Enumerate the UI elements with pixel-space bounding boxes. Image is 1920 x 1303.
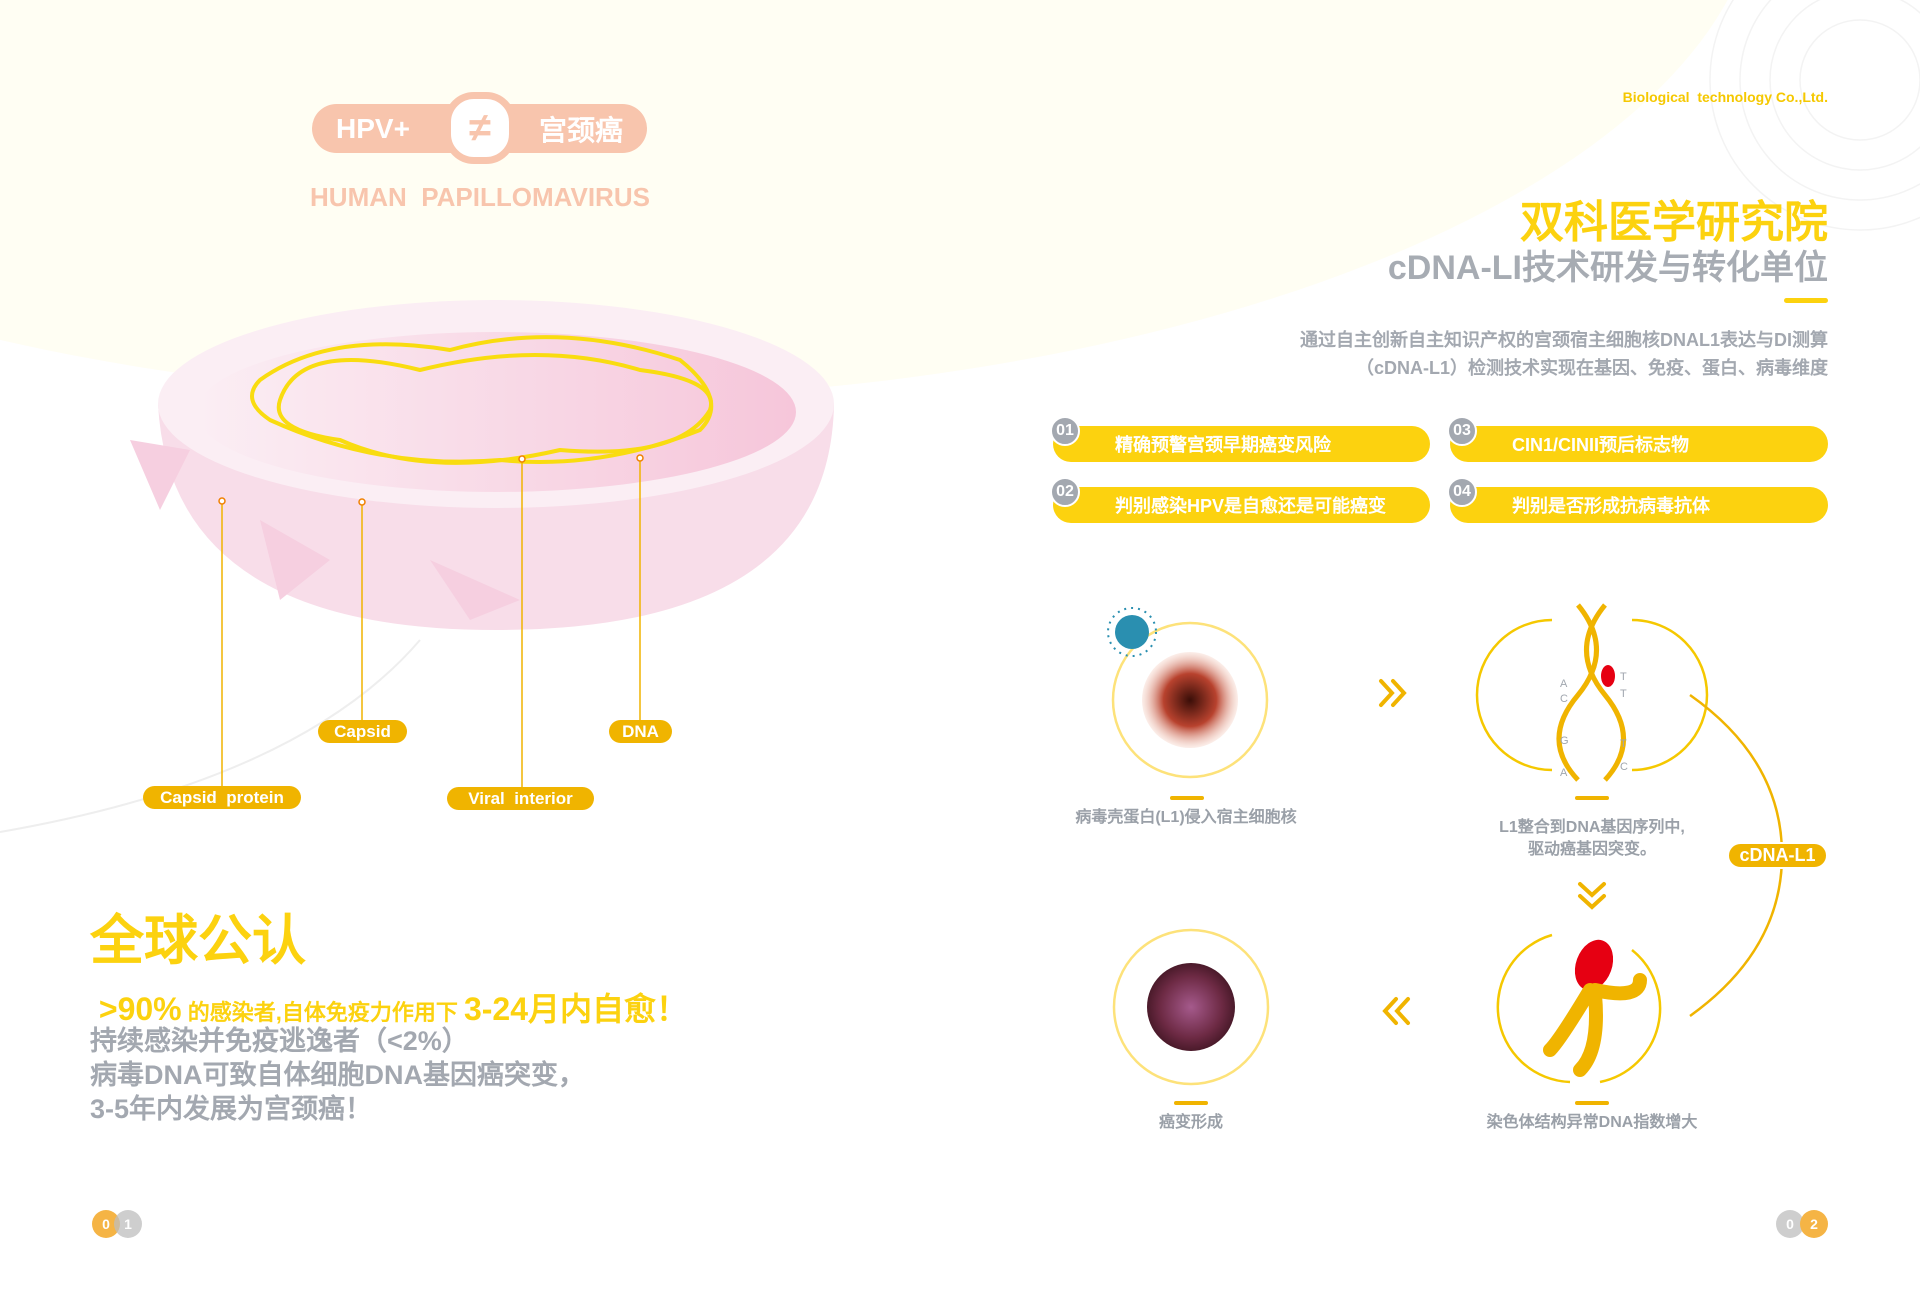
feature-number: 04 (1447, 477, 1477, 507)
body-line: 3-5年内发展为宫颈癌！ (90, 1094, 373, 1124)
stat-range: 3-24月内自愈！ (463, 991, 689, 1027)
arrow-left-icon (1382, 997, 1410, 1025)
feature-03: CIN1/CINII预后标志物 (1450, 426, 1828, 462)
svg-text:A: A (1560, 767, 1568, 779)
svg-text:C: C (1620, 761, 1628, 773)
host-cell-image (1142, 652, 1238, 748)
stat-pct: >90% (98, 991, 182, 1027)
stat-line: >90% 的感染者,自体免疫力作用下 3-24月内自愈！ (90, 966, 688, 1030)
body-line: 持续感染并免疫逃逸者（<2%） (90, 1026, 469, 1056)
dna-helix-icon (1556, 603, 1626, 782)
feature-text: 判别是否形成抗病毒抗体 (1512, 496, 1710, 516)
feature-text: 精确预警宫颈早期癌变风险 (1115, 435, 1331, 455)
company-name: Biological technology Co.,Ltd. (1622, 89, 1828, 105)
step1-caption: 病毒壳蛋白(L1)侵入宿主细胞核 (1075, 809, 1297, 826)
subtitle: HUMAN PAPILLOMAVIRUS (310, 182, 650, 212)
feature-02: 判别感染HPV是自愈还是可能癌变 (1053, 487, 1430, 523)
label-viral-interior: Viral interior (447, 787, 594, 810)
feature-number: 01 (1050, 416, 1080, 446)
accent-bar (1784, 298, 1828, 303)
arrow-right-icon (1379, 679, 1407, 707)
feature-04: 判别是否形成抗病毒抗体 (1450, 487, 1828, 523)
virus-capsid-illustration (130, 300, 834, 787)
cdna-l1-badge: cDNA-L1 (1727, 842, 1828, 869)
feature-text: CIN1/CINII预后标志物 (1512, 435, 1690, 455)
step-bar (1575, 796, 1609, 800)
step-bar (1170, 796, 1204, 800)
svg-text:T: T (1620, 688, 1627, 700)
step2-caption: L1整合到DNA基因序列中, 驱动癌基因突变。 (1442, 817, 1742, 861)
l1-insert-icon (1601, 665, 1615, 687)
badge-left: HPV+ (336, 112, 410, 144)
decorative-rings (1709, 0, 1920, 231)
svg-text:T: T (1620, 738, 1627, 750)
institute-subtitle: cDNA-LI技术研发与转化单位 (1387, 249, 1828, 287)
step4-caption: 癌变形成 (1158, 1114, 1223, 1131)
page-digit: 0 (1776, 1210, 1804, 1238)
svg-text:A: A (1560, 678, 1568, 690)
svg-text:T: T (1620, 671, 1627, 683)
caption-line: L1整合到DNA基因序列中, (1499, 819, 1685, 836)
svg-text:C: C (1560, 693, 1568, 705)
step-bar (1174, 1101, 1208, 1105)
arrow-down-icon (1578, 882, 1606, 910)
step1-circle (1111, 621, 1269, 779)
badge-right: 宫颈癌 (538, 114, 623, 146)
cream-background-shape (0, 0, 1728, 400)
description-line: （cDNA-L1）检测技术实现在基因、免疫、蛋白、病毒维度 (1355, 358, 1828, 378)
page-digit: 2 (1800, 1210, 1828, 1238)
headline: 全球公认 (90, 911, 306, 971)
tumor-image (1147, 963, 1235, 1051)
label-dna: DNA (609, 720, 672, 743)
stat-mid: 的感染者,自体免疫力作用下 (181, 1000, 464, 1025)
step3-caption: 染色体结构异常DNA指数增大 (1486, 1114, 1698, 1131)
step4-circle (1112, 928, 1270, 1086)
feature-number: 02 (1050, 477, 1080, 507)
feature-number: 03 (1447, 416, 1477, 446)
body-text: 持续感染并免疫逃逸者（<2%） 病毒DNA可致自体细胞DNA基因癌突变， 3-5… (90, 1024, 585, 1126)
description-line: 通过自主创新自主知识产权的宫颈宿主细胞核DNAL1表达与DI测算 (1299, 330, 1828, 350)
dna-base-letters: AC GA TT TC (1560, 671, 1628, 779)
label-capsid-protein: Capsid protein (143, 786, 301, 809)
page-digit: 1 (114, 1210, 142, 1238)
not-equal-icon: ≠ (444, 92, 516, 164)
svg-text:G: G (1560, 735, 1569, 747)
caption-line: 驱动癌基因突变。 (1527, 841, 1656, 858)
body-line: 病毒DNA可致自体细胞DNA基因癌突变， (90, 1060, 585, 1090)
feature-01: 精确预警宫颈早期癌变风险 (1053, 426, 1430, 462)
decorative-curve (0, 639, 421, 833)
virus-particle-icon (1107, 607, 1157, 657)
institute-title: 双科医学研究院 (1520, 198, 1828, 247)
label-capsid: Capsid (318, 720, 407, 743)
step-bar (1575, 1101, 1609, 1105)
feature-text: 判别感染HPV是自愈还是可能癌变 (1115, 496, 1387, 516)
chromosome-icon (1543, 939, 1647, 1077)
description: 通过自主创新自主知识产权的宫颈宿主细胞核DNAL1表达与DI测算 （cDNA-L… (1300, 326, 1828, 382)
